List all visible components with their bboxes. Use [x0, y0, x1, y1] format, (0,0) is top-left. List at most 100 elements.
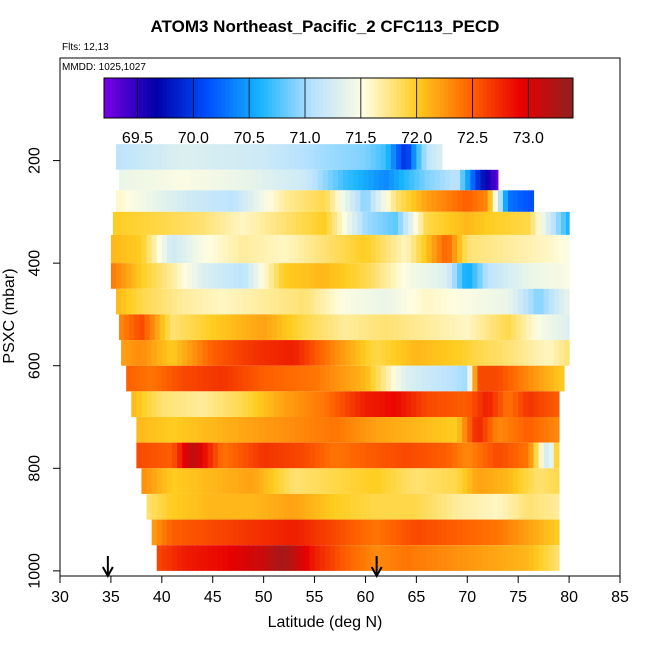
heatmap-cell [548, 519, 555, 546]
heatmap-cell [329, 340, 336, 366]
heatmap-cell [258, 493, 265, 520]
heatmap-cell [472, 417, 479, 443]
heatmap-cell [314, 493, 321, 520]
heatmap-cell [538, 234, 545, 264]
heatmap-cell [446, 365, 453, 392]
heatmap-cell [365, 417, 372, 443]
heatmap-cell [508, 442, 514, 469]
colorbar-tick-label: 71.0 [289, 130, 320, 147]
heatmap-cell [284, 417, 290, 443]
heatmap-cell [126, 288, 132, 315]
colorbar-swatch [444, 78, 449, 118]
heatmap-cell [301, 211, 307, 235]
x-tick-label: 30 [51, 589, 69, 606]
heatmap-cell [151, 365, 158, 392]
heatmap-cell [284, 190, 290, 212]
heatmap-cell [431, 417, 438, 443]
heatmap-cell [543, 234, 550, 264]
heatmap-cell [436, 417, 443, 443]
heatmap-cell [436, 190, 443, 212]
heatmap-cell [350, 391, 356, 418]
heatmap-cell [345, 468, 351, 494]
heatmap-cell [296, 211, 302, 235]
heatmap-cell [482, 365, 489, 392]
heatmap-cell [443, 211, 450, 235]
heatmap-cell [334, 545, 341, 571]
heatmap-cell [340, 365, 346, 392]
colorbar-swatch [260, 78, 265, 118]
heatmap-cell [345, 263, 351, 289]
x-tick-label: 55 [306, 589, 324, 606]
heatmap-cell [441, 468, 448, 494]
heatmap-cell [128, 211, 134, 235]
heatmap-cell [182, 468, 188, 494]
heatmap-cell [370, 288, 377, 315]
heatmap-cell [487, 493, 494, 520]
heatmap-cell [309, 263, 316, 289]
heatmap-cell [528, 288, 535, 315]
heatmap-cell [146, 493, 153, 520]
heatmap-cell [197, 519, 204, 546]
heatmap-cell [263, 417, 270, 443]
heatmap-cell [202, 190, 209, 212]
heatmap-cell [243, 190, 249, 212]
heatmap-cell [299, 545, 305, 571]
heatmap-cell [164, 314, 171, 341]
heatmap-cell [487, 340, 494, 366]
heatmap-cell [411, 190, 417, 212]
heatmap-cell [306, 211, 313, 235]
heatmap-cell [185, 314, 191, 341]
heatmap-cell [475, 314, 482, 341]
heatmap-cell [278, 365, 285, 392]
heatmap-cell [396, 288, 402, 315]
heatmap-cell [146, 365, 153, 392]
heatmap-cell [436, 234, 443, 264]
heatmap-cell [457, 340, 463, 366]
heatmap-cell [452, 391, 458, 418]
heatmap-cell [477, 340, 484, 366]
heatmap-cell [487, 468, 494, 494]
y-tick-label: 1000 [27, 553, 44, 589]
heatmap-cell [324, 365, 331, 392]
heatmap-cell [495, 314, 502, 341]
heatmap-cell [543, 468, 550, 494]
heatmap-cell [462, 493, 468, 520]
heatmap-cell [319, 519, 326, 546]
heatmap-cell [319, 417, 326, 443]
heatmap-cell [243, 288, 249, 315]
heatmap-cell [149, 314, 156, 341]
heatmap-cell [388, 314, 395, 341]
heatmap-cell [304, 519, 311, 546]
heatmap-cell [238, 442, 244, 469]
heatmap-cell [233, 519, 239, 546]
heatmap-cell [317, 169, 324, 191]
heatmap-cell [324, 234, 331, 264]
heatmap-cell [294, 545, 300, 571]
heatmap-cell [166, 519, 173, 546]
heatmap-cell [154, 169, 161, 191]
heatmap-cell [360, 263, 367, 289]
heatmap-cell [141, 234, 148, 264]
heatmap-cell [139, 314, 146, 341]
heatmap-cell [477, 417, 484, 443]
heatmap-cell [156, 442, 163, 469]
heatmap-cell [294, 263, 300, 289]
heatmap-cell [177, 519, 183, 546]
heatmap-cell [261, 314, 268, 341]
heatmap-cell [441, 365, 448, 392]
heatmap-cell [238, 144, 244, 170]
heatmap-cell [345, 493, 351, 520]
heatmap-cell [345, 144, 351, 170]
colorbar-swatch [541, 78, 547, 118]
heatmap-cell [192, 340, 199, 366]
heatmap-cell [172, 288, 178, 315]
heatmap-cell [350, 365, 356, 392]
heatmap-cell [355, 263, 361, 289]
heatmap-cell [375, 144, 382, 170]
heatmap-cell [324, 493, 331, 520]
heatmap-cell [238, 545, 244, 571]
heatmap-cell [322, 169, 329, 191]
heatmap-cell [446, 519, 453, 546]
heatmap-cell [166, 263, 173, 289]
heatmap-cell [502, 288, 509, 315]
